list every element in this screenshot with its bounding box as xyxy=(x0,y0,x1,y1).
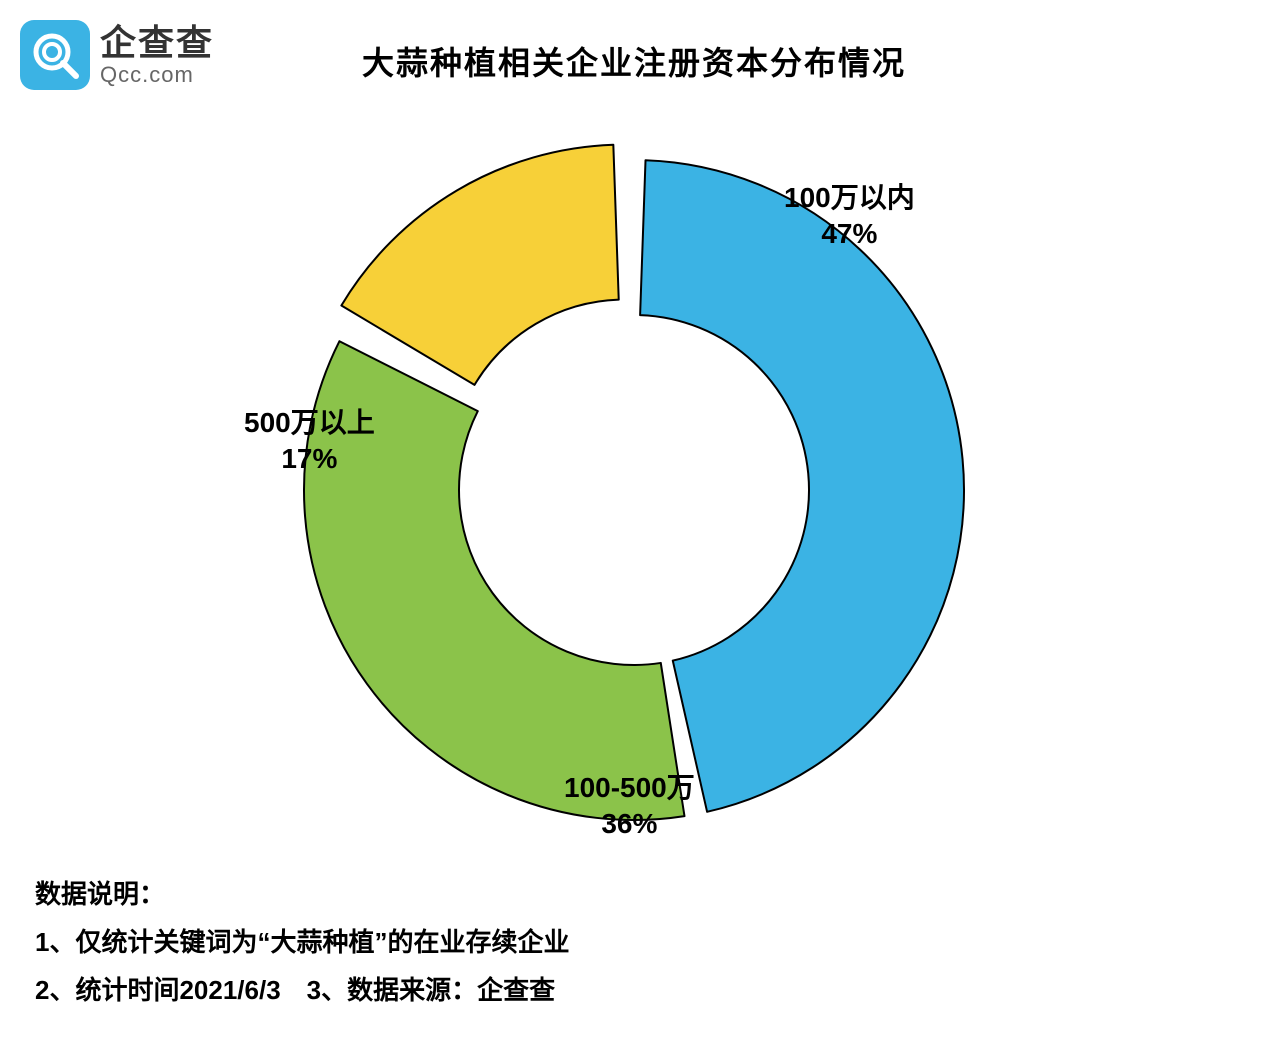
slice-percent: 36% xyxy=(564,806,695,842)
brand-name-en: Qcc.com xyxy=(100,63,214,87)
slice-name: 500万以上 xyxy=(244,405,375,441)
slice-name: 100万以内 xyxy=(784,180,915,216)
notes-heading: 数据说明： xyxy=(35,870,569,918)
donut-slice xyxy=(341,145,618,385)
data-notes: 数据说明： 1、仅统计关键词为“大蒜种植”的在业存续企业 2、统计时间2021/… xyxy=(35,870,569,1014)
chart-title: 大蒜种植相关企业注册资本分布情况 xyxy=(362,38,906,84)
donut-slice xyxy=(640,160,964,812)
slice-label: 500万以上17% xyxy=(244,405,375,478)
donut-chart: 100万以内47%100-500万36%500万以上17% xyxy=(254,110,1014,870)
slice-name: 100-500万 xyxy=(564,770,695,806)
notes-line: 2、统计时间2021/6/3 3、数据来源：企查查 xyxy=(35,966,569,1014)
slice-label: 100-500万36% xyxy=(564,770,695,843)
chart-container: 企查查 Qcc.com 大蒜种植相关企业注册资本分布情况 100万以内47%10… xyxy=(0,0,1268,1044)
brand-logo-icon xyxy=(20,20,90,90)
notes-line: 1、仅统计关键词为“大蒜种植”的在业存续企业 xyxy=(35,918,569,966)
slice-label: 100万以内47% xyxy=(784,180,915,253)
brand-logo: 企查查 Qcc.com xyxy=(20,20,214,90)
slice-percent: 17% xyxy=(244,441,375,477)
brand-logo-text: 企查查 Qcc.com xyxy=(100,23,214,87)
brand-name-cn: 企查查 xyxy=(100,23,214,63)
slice-percent: 47% xyxy=(784,216,915,252)
